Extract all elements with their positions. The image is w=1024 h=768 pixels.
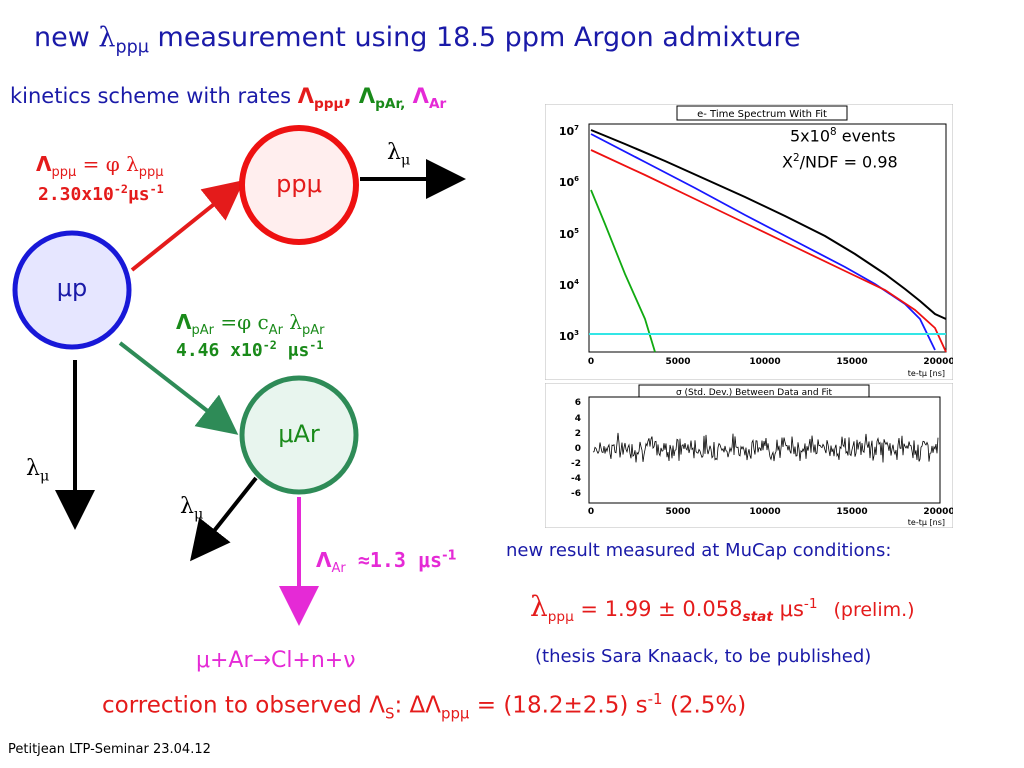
time-spectrum-plot: e- Time Spectrum With Fit 107 106 105 10…: [545, 104, 953, 380]
arrow-mup-to-muar: [118, 341, 239, 435]
ytick-2: 2: [575, 429, 581, 439]
ytick-m2: -2: [571, 459, 581, 469]
footer: Petitjean LTP-Seminar 23.04.12: [8, 742, 211, 757]
arrow-mup-to-ppmu: [130, 179, 245, 272]
ytick-1e7: 107: [559, 124, 579, 138]
plot-bottom-title: σ (Std. Dev.) Between Data and Fit: [676, 388, 832, 398]
xtick-20000: 20000: [923, 357, 953, 367]
ytick-0: 0: [575, 444, 581, 454]
curve-blue: [590, 133, 936, 351]
node-muar-label: μAr: [278, 420, 320, 448]
curve-green: [590, 189, 656, 353]
kinetics-diagram: [12, 125, 466, 626]
plot-top-title: e- Time Spectrum With Fit: [697, 109, 827, 120]
xtick-10000: 10000: [749, 507, 780, 517]
lambda-mu-muar: λμ: [180, 494, 204, 523]
ytick-m4: -4: [571, 474, 581, 484]
ytick-1e6: 106: [559, 175, 579, 189]
subtitle: kinetics scheme with rates Λppμ, ΛpAr, Λ…: [10, 84, 447, 113]
ytick-m6: -6: [571, 489, 581, 499]
xtick-5000: 5000: [665, 507, 690, 517]
arrow-muar-decay: [190, 476, 258, 562]
rate-ppmu-value: 2.30x10-2μs-1: [38, 182, 164, 205]
lambda-mu-ppmu: λμ: [387, 140, 411, 169]
residual-noise: [592, 432, 939, 463]
rate-ar: ΛAr ≈1.3 μs-1: [316, 548, 457, 576]
events-annotation: 5x108 events: [790, 126, 896, 146]
ytick-1e5: 105: [559, 227, 579, 241]
node-mup: [12, 230, 132, 350]
result-heading: new result measured at MuCap conditions:: [506, 540, 892, 561]
ytick-6: 6: [575, 398, 581, 408]
node-muar: [239, 375, 359, 495]
result-value: λppμ = 1.99 ± 0.058stat μs-1 (prelim.): [530, 590, 915, 626]
rate-par-value: 4.46 x10-2 μs-1: [176, 338, 324, 361]
node-ppmu-label: ppμ: [276, 170, 322, 198]
ytick-4: 4: [575, 414, 581, 424]
xtick-5000: 5000: [665, 357, 690, 367]
node-mup-label: μp: [56, 274, 88, 302]
lambda-mu-mup: λμ: [26, 456, 50, 485]
plot-bottom-xlabel: te-tμ [ns]: [908, 518, 945, 527]
plot-top-xlabel: te-tμ [ns]: [908, 369, 945, 378]
rate-par-formula: ΛpAr =φ cAr λpAr: [176, 310, 325, 338]
page-title: new λppμ measurement using 18.5 ppm Argo…: [34, 22, 801, 58]
residual-plot: σ (Std. Dev.) Between Data and Fit 6 4 2…: [545, 383, 953, 528]
xtick-15000: 15000: [836, 357, 867, 367]
thesis-note: (thesis Sara Knaack, to be published): [535, 646, 872, 667]
curve-total: [590, 129, 947, 320]
node-ppmu: [239, 125, 359, 245]
capture-reaction: μ+Ar→Cl+n+ν: [196, 648, 356, 673]
chi2-annotation: Χ2/NDF = 0.98: [782, 152, 898, 172]
xtick-0: 0: [588, 357, 594, 367]
rate-ppmu-formula: Λppμ = φ λppμ: [36, 152, 164, 180]
xtick-0: 0: [588, 507, 594, 517]
ytick-1e4: 104: [559, 278, 579, 292]
curve-red: [590, 149, 947, 353]
xtick-20000: 20000: [923, 507, 953, 517]
correction-line: correction to observed ΛS: ΔΛppμ = (18.2…: [102, 690, 747, 723]
ytick-1e3: 103: [559, 329, 579, 343]
xtick-10000: 10000: [749, 357, 780, 367]
xtick-15000: 15000: [836, 507, 867, 517]
